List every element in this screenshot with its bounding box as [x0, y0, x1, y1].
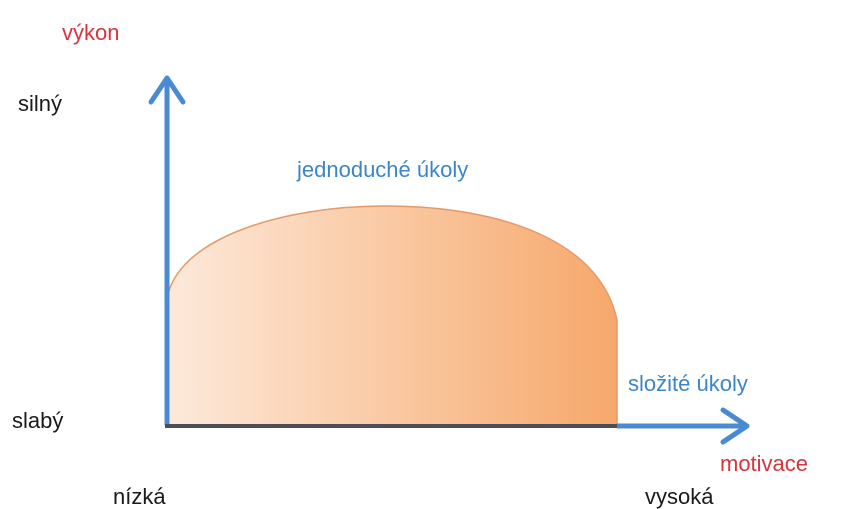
x-high-label: vysoká: [645, 484, 714, 509]
region-label: jednoduché úkoly: [296, 157, 468, 182]
y-low-label: slabý: [12, 408, 63, 433]
x-axis-arrowhead: [720, 407, 750, 445]
y-high-label: silný: [18, 91, 62, 116]
performance-region: [166, 205, 618, 426]
x-axis-label: motivace: [720, 451, 808, 476]
y-axis-label: výkon: [62, 20, 119, 45]
region-label: složité úkoly: [628, 371, 748, 396]
y-axis-arrowhead: [148, 75, 186, 105]
x-low-label: nízká: [113, 484, 166, 509]
